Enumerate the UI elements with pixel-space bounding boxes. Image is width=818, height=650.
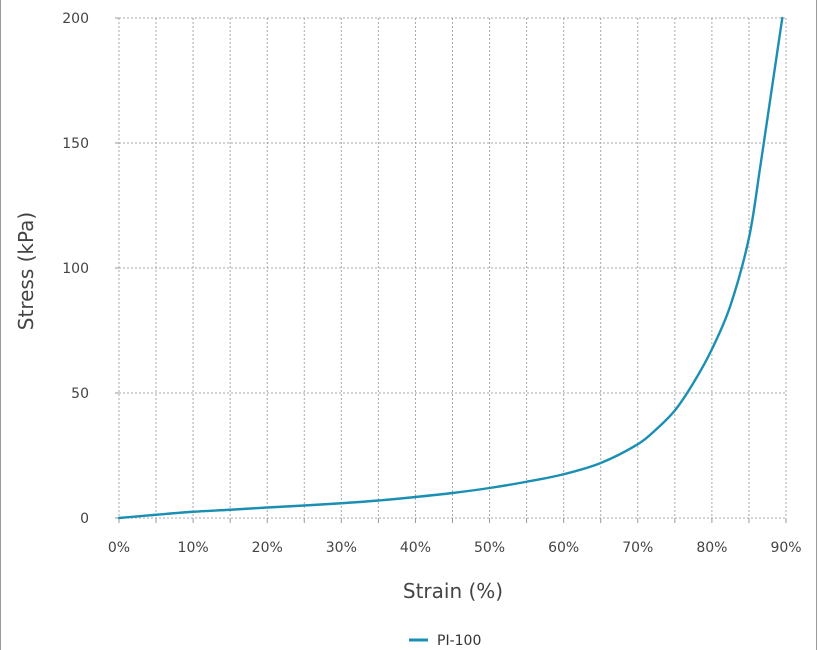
y-tick-label: 200 (62, 11, 89, 27)
series-line-pi-100[interactable] (117, 16, 784, 520)
x-tick-label: 80% (696, 540, 727, 556)
y-axis-title: Stress (kPa) (14, 212, 38, 330)
x-tick-label: 0% (108, 540, 130, 556)
y-tick-label: 100 (62, 261, 89, 277)
x-tick-label: 70% (622, 540, 653, 556)
x-axis-title: Strain (%) (403, 579, 503, 603)
left-border (0, 0, 1, 650)
x-tick-label: 90% (770, 540, 801, 556)
series-layer (117, 16, 784, 520)
y-tick-label: 150 (62, 136, 89, 152)
legend-label: PI-100 (437, 633, 481, 649)
legend[interactable]: PI-100 (409, 633, 481, 649)
y-tick-label: 0 (80, 511, 89, 527)
tick-labels: 0% 10% 20% 30% 40% 50% 60% 70% 80% 90% 0 50 100 150 20… (62, 11, 801, 556)
x-tick-label: 10% (178, 540, 209, 556)
grid (115, 17, 787, 523)
right-border (816, 0, 817, 650)
x-tick-label: 40% (400, 540, 431, 556)
x-tick-label: 30% (326, 540, 357, 556)
y-tick-label: 50 (71, 386, 89, 402)
x-tick-label: 50% (474, 540, 505, 556)
x-tick-label: 60% (548, 540, 579, 556)
x-tick-label: 20% (252, 540, 283, 556)
